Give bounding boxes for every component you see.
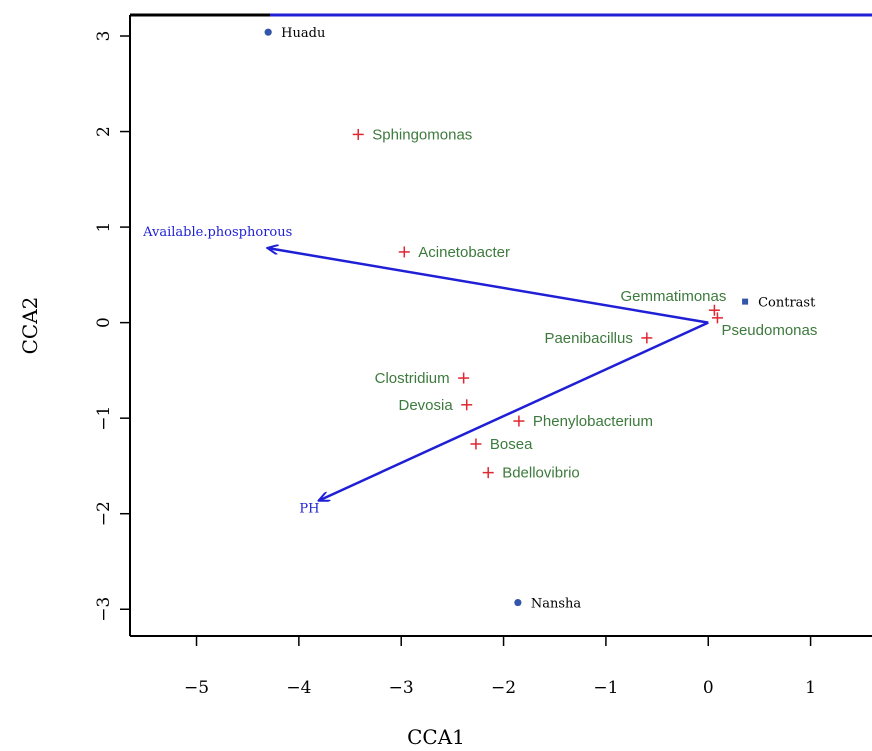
x-tick-label: −4 bbox=[286, 678, 311, 698]
axes: −5 −4 −3 −2 −1 0 1 −3 −2 −1 0 1 2 3 bbox=[94, 13, 872, 698]
y-tick-label: 2 bbox=[94, 126, 114, 137]
species-label: Pseudomonas bbox=[721, 322, 817, 339]
env-vector-label: PH bbox=[299, 501, 319, 516]
y-tick-label: 3 bbox=[94, 31, 114, 42]
site-points: Huadu Contrast Nansha bbox=[264, 26, 816, 612]
env-vector-arrow bbox=[268, 248, 709, 324]
species-label: Clostridium bbox=[375, 370, 450, 387]
site-label: Nansha bbox=[531, 597, 582, 612]
site-label: Contrast bbox=[758, 296, 816, 311]
species-label: Gemmatimonas bbox=[621, 288, 727, 305]
y-tick-label: −3 bbox=[94, 597, 114, 622]
x-tick-label: −1 bbox=[593, 678, 618, 698]
env-vector-label: Available.phosphorous bbox=[142, 225, 292, 240]
species-label: Paenibacillus bbox=[544, 330, 632, 347]
x-tick-label: 1 bbox=[805, 678, 816, 698]
env-vector-arrow bbox=[319, 321, 709, 501]
x-tick-label: 0 bbox=[703, 678, 714, 698]
species-label: Sphingomonas bbox=[372, 126, 472, 143]
x-axis-title: CCA1 bbox=[407, 725, 465, 749]
y-axis-title: CCA2 bbox=[18, 297, 42, 355]
y-tick-label: 0 bbox=[94, 317, 114, 328]
y-tick-label: −1 bbox=[94, 406, 114, 431]
species-label: Devosia bbox=[399, 397, 454, 414]
site-label: Huadu bbox=[281, 26, 325, 41]
x-tick-label: −2 bbox=[491, 678, 516, 698]
species-label: Bdellovibrio bbox=[502, 465, 580, 482]
y-tick-label: 1 bbox=[94, 222, 114, 233]
environmental-vectors: Available.phosphorous PH bbox=[142, 225, 709, 516]
site-marker bbox=[264, 28, 272, 36]
site-marker bbox=[514, 598, 522, 607]
species-points: Sphingomonas Acinetobacter Gemmatimonas Pse… bbox=[352, 126, 817, 482]
species-label: Acinetobacter bbox=[418, 244, 510, 261]
y-tick-label: −2 bbox=[94, 501, 114, 526]
species-label: Phenylobacterium bbox=[533, 413, 653, 430]
species-label: Bosea bbox=[490, 436, 533, 453]
site-marker bbox=[742, 298, 749, 305]
x-tick-label: −3 bbox=[389, 678, 414, 698]
x-tick-label: −5 bbox=[184, 678, 209, 698]
